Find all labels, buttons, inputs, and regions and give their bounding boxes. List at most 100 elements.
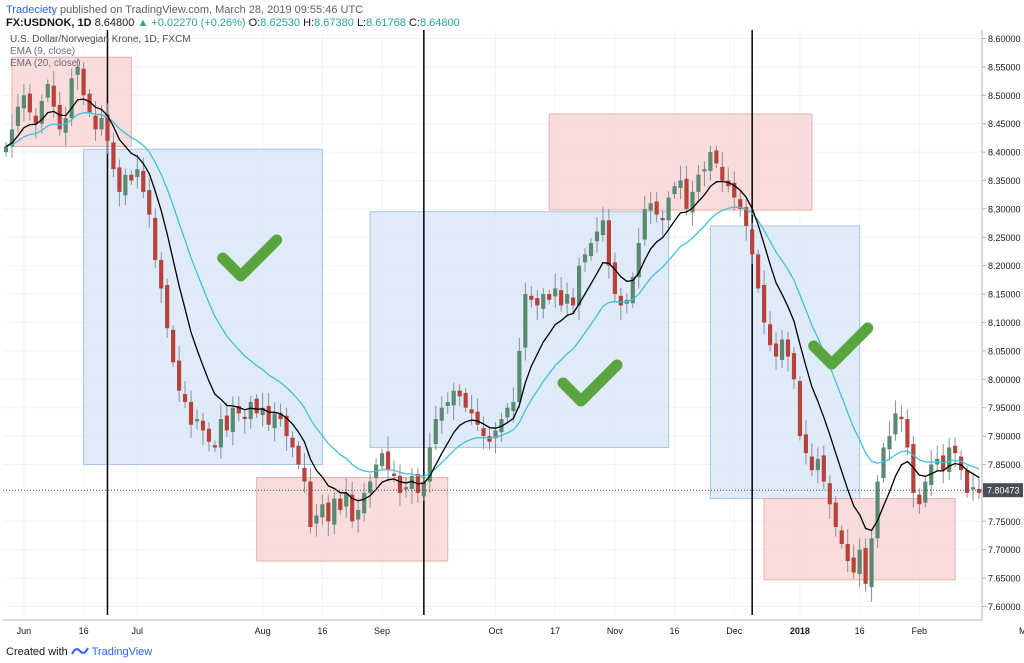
price-tick-label: 8.60000: [988, 34, 1021, 44]
candle-body: [541, 294, 546, 309]
price-tick-label: 8.40000: [988, 148, 1021, 158]
candle-body: [469, 409, 474, 414]
candle-body: [559, 290, 564, 306]
candle-body: [87, 93, 92, 113]
candle-body: [296, 445, 301, 465]
low-value: 8.61768: [366, 17, 406, 29]
candle-body: [242, 416, 247, 420]
tradingview-logo-icon: [70, 647, 89, 655]
candle-body: [970, 487, 976, 490]
time-tick-label: 16: [317, 626, 327, 636]
candle-body: [505, 407, 510, 418]
candle-body: [851, 557, 856, 573]
candle-body: [863, 547, 868, 584]
candle-body: [260, 407, 265, 416]
price-tick-label: 8.30000: [988, 204, 1021, 214]
chart-area[interactable]: 8.60000 8.55000 8.50000 8.45000 8.40000 8.350…: [0, 30, 1024, 650]
time-tick-label: Oct: [488, 626, 503, 636]
candle-body: [535, 298, 540, 306]
candlestick-chart[interactable]: 8.60000 8.55000 8.50000 8.45000 8.40000 8.350…: [0, 30, 1024, 650]
time-tick-label: 16: [855, 626, 865, 636]
candle-body: [463, 392, 468, 408]
time-tick-label: Jun: [17, 626, 32, 636]
time-tick-label: 2018: [790, 626, 810, 636]
price-tick-label: 8.45000: [988, 119, 1021, 129]
up-arrow-icon: ▲: [137, 17, 149, 29]
candle-body: [576, 265, 582, 306]
candle-body: [487, 436, 492, 442]
last-price-label: 7.80473: [987, 486, 1020, 496]
candle-body: [278, 413, 283, 420]
open-value: 8.62530: [260, 17, 301, 29]
price-tick-label: 8.25000: [988, 233, 1021, 243]
candle-body: [809, 456, 814, 471]
ema9-label[interactable]: EMA (9, close): [10, 46, 76, 57]
candle-body: [481, 428, 486, 437]
candle-body: [63, 118, 68, 133]
candle-body: [147, 190, 152, 215]
candle-body: [696, 174, 701, 192]
candle-body: [947, 447, 952, 472]
candle-body: [206, 428, 212, 442]
candle-body: [75, 66, 80, 75]
tradingview-brand[interactable]: TradingView: [91, 646, 153, 658]
price-tick-label: 8.05000: [988, 346, 1021, 356]
candle-body: [236, 405, 241, 414]
candle-body: [923, 481, 928, 503]
candle-body: [141, 170, 146, 192]
time-tick-label: Dec: [726, 626, 743, 636]
ohlc-bar: FX:USDNOK, 1D 8.64800 ▲ +0.02270 (+0.26%…: [6, 17, 460, 29]
candle-body: [117, 167, 122, 192]
price-tick-label: 7.75000: [988, 517, 1021, 527]
candle-body: [618, 295, 623, 306]
check-icon: [557, 359, 623, 407]
candle-body: [344, 492, 349, 507]
candle-body: [720, 166, 725, 181]
candle-body: [964, 470, 970, 493]
candle-body: [827, 483, 832, 505]
publish-header: Tradeciety published on TradingView.com,…: [6, 4, 363, 16]
candle-body: [272, 413, 277, 429]
candle-body: [857, 549, 862, 575]
candle-body: [290, 437, 295, 448]
candle-body: [881, 447, 886, 479]
candle-body: [893, 413, 898, 435]
ema20-label[interactable]: EMA (20, close): [10, 58, 81, 69]
candle-body: [171, 329, 176, 363]
candle-body: [475, 411, 480, 425]
candle-body: [350, 494, 355, 522]
candle-body: [212, 445, 218, 448]
candle-body: [362, 492, 367, 514]
price-tick-label: 8.50000: [988, 91, 1021, 101]
chart-legend: U.S. Dollar/Norwegian Krone, 1D, FXCM EM…: [10, 34, 191, 70]
candle-body: [93, 115, 98, 130]
candle-body: [111, 142, 116, 170]
candle-body: [929, 464, 934, 485]
candle-body: [756, 254, 761, 289]
time-tick-label: 17: [550, 626, 560, 636]
candle-body: [744, 207, 749, 226]
time-tick-label: Aug: [255, 626, 271, 636]
check-icon: [217, 234, 283, 282]
candle-body: [3, 146, 9, 153]
candle-body: [45, 83, 50, 98]
candle-body: [606, 220, 611, 266]
candle-body: [153, 217, 158, 261]
price-tick-label: 7.70000: [988, 545, 1021, 555]
candle-body: [254, 398, 259, 414]
candle-body: [338, 498, 343, 510]
candle-body: [200, 420, 206, 431]
candle-body: [959, 456, 964, 471]
high-value: 8.67380: [314, 17, 354, 29]
price-tick-label: 7.95000: [988, 403, 1021, 413]
author-link[interactable]: Tradeciety: [6, 4, 57, 16]
candle-body: [368, 481, 373, 493]
trend-zone-box: [83, 148, 323, 465]
price-tick-label: 8.55000: [988, 62, 1021, 72]
change-value: +0.02270 (+0.26%): [151, 17, 246, 29]
candle-body: [797, 381, 803, 437]
candle-body: [738, 199, 743, 209]
candle-body: [678, 180, 683, 188]
candle-body: [833, 502, 838, 527]
candle-body: [493, 430, 498, 439]
